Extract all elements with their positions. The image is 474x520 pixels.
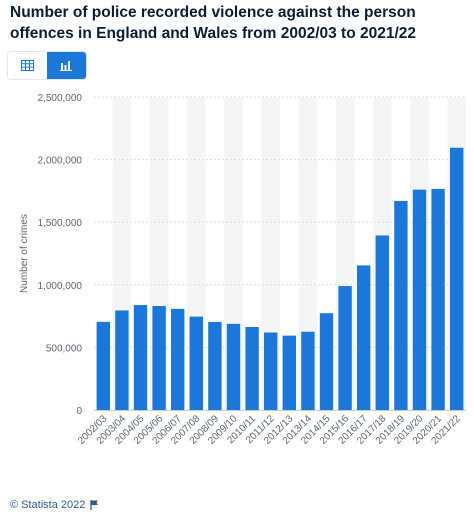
view-toggle bbox=[8, 52, 86, 79]
bar bbox=[115, 310, 129, 410]
y-tick-label: 1,500,000 bbox=[38, 218, 83, 229]
bar bbox=[152, 305, 166, 410]
bar bbox=[282, 335, 296, 410]
bar bbox=[450, 147, 464, 410]
bar-chart-icon bbox=[60, 61, 72, 71]
y-tick-label: 500,000 bbox=[46, 343, 83, 354]
copyright-text[interactable]: © Statista 2022 bbox=[10, 499, 86, 511]
column-band bbox=[261, 97, 280, 410]
bar bbox=[189, 316, 203, 410]
chart-title: Number of police recorded violence again… bbox=[10, 4, 417, 42]
bar bbox=[412, 189, 427, 410]
bar-chart: 0 500,000 1,000,000 1,500,000 2,000,000 2,500… bbox=[19, 93, 466, 447]
bar bbox=[338, 286, 352, 410]
chart-view-button[interactable] bbox=[47, 52, 86, 79]
y-tick-label: 2,000,000 bbox=[38, 156, 83, 167]
bar bbox=[264, 332, 278, 410]
bar bbox=[357, 265, 371, 410]
bar bbox=[133, 305, 148, 410]
y-tick-label: 2,500,000 bbox=[38, 93, 83, 104]
bar bbox=[245, 326, 259, 410]
table-icon bbox=[21, 60, 34, 71]
y-axis-title: Number of crimes bbox=[19, 214, 30, 293]
bar bbox=[171, 308, 185, 410]
bar bbox=[375, 235, 389, 410]
flag-icon[interactable] bbox=[90, 500, 99, 510]
bar bbox=[96, 321, 110, 410]
bar bbox=[208, 321, 222, 410]
bar bbox=[319, 313, 334, 410]
chart-area: 0 500,000 1,000,000 1,500,000 2,000,000 2,500… bbox=[0, 86, 474, 478]
y-tick-label: 0 bbox=[76, 406, 82, 417]
bar bbox=[301, 331, 315, 410]
table-view-button[interactable] bbox=[8, 52, 47, 79]
bar bbox=[226, 323, 241, 410]
bar bbox=[394, 200, 408, 410]
y-tick-label: 1,000,000 bbox=[38, 281, 83, 292]
footer: © Statista 2022 bbox=[10, 499, 99, 511]
bar bbox=[431, 188, 445, 410]
